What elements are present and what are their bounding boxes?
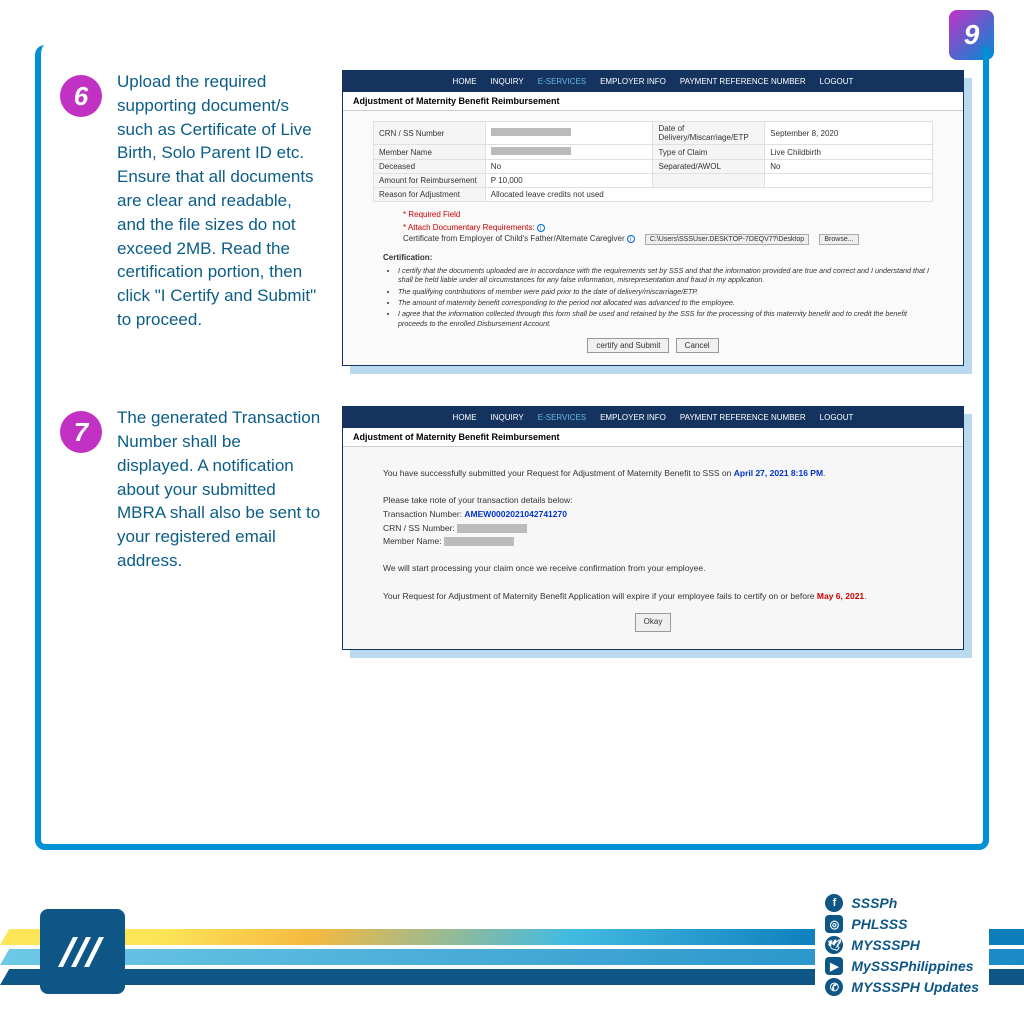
claim-info-table: CRN / SS Number Date of Delivery/Miscarr… xyxy=(373,121,933,202)
submit-datetime: April 27, 2021 8:16 PM xyxy=(734,468,823,478)
certification-list: I certify that the documents uploaded ar… xyxy=(398,266,933,328)
attach-row: Certificate from Employer of Child's Fat… xyxy=(403,234,933,245)
nav-prn[interactable]: PAYMENT REFERENCE NUMBER xyxy=(680,77,806,86)
expiry-date: May 6, 2021 xyxy=(817,591,864,601)
certify-submit-button[interactable]: certify and Submit xyxy=(587,338,669,353)
expiry-note: Your Request for Adjustment of Maternity… xyxy=(383,590,923,604)
social-twitter[interactable]: 🕊MYSSSPH xyxy=(825,936,979,954)
type-label: Type of Claim xyxy=(653,145,765,160)
separated-label: Separated/AWOL xyxy=(653,160,765,174)
step-7-badge: 7 xyxy=(60,411,102,453)
nav-home[interactable]: HOME xyxy=(453,413,477,422)
viber-icon: ✆ xyxy=(825,978,843,996)
step-6-text: Upload the required supporting document/… xyxy=(117,70,322,366)
info-icon[interactable]: i xyxy=(537,224,545,232)
okay-button[interactable]: Okay xyxy=(635,613,672,632)
instagram-icon: ◎ xyxy=(825,915,843,933)
social-facebook[interactable]: fSSSPh xyxy=(825,894,979,912)
name-value xyxy=(485,145,653,160)
cert-item: I certify that the documents uploaded ar… xyxy=(398,266,933,285)
nav-home[interactable]: HOME xyxy=(453,77,477,86)
redacted xyxy=(457,524,527,533)
step-6: 6 Upload the required supporting documen… xyxy=(60,70,964,366)
reason-value: Allocated leave credits not used xyxy=(485,188,932,202)
file-path-display: C:\Users\SSSUser.DESKTOP-7DEQV7?\Desktop xyxy=(645,234,809,245)
table-row: Deceased No Separated/AWOL No xyxy=(374,160,933,174)
sss-logo-icon xyxy=(53,922,113,982)
nav-bar: HOME INQUIRY E-SERVICES EMPLOYER INFO PA… xyxy=(343,71,963,92)
step-7: 7 The generated Transaction Number shall… xyxy=(60,406,964,650)
name-row: Member Name: xyxy=(383,535,923,549)
table-row: Member Name Type of Claim Live Childbirt… xyxy=(374,145,933,160)
button-row: certify and Submit Cancel xyxy=(373,338,933,353)
crn-value xyxy=(485,122,653,145)
amount-value: P 10,000 xyxy=(485,174,653,188)
footer: fSSSPh ◎PHLSSS 🕊MYSSSPH ▶MySSSPhilippine… xyxy=(0,859,1024,1024)
confirmation-body: You have successfully submitted your Req… xyxy=(343,447,963,649)
step-7-text: The generated Transaction Number shall b… xyxy=(117,406,322,650)
info-icon[interactable]: i xyxy=(627,235,635,243)
cert-item: The amount of maternity benefit correspo… xyxy=(398,298,933,307)
nav-eservices[interactable]: E-SERVICES xyxy=(538,77,586,86)
screenshot-step-6: HOME INQUIRY E-SERVICES EMPLOYER INFO PA… xyxy=(342,70,964,366)
nav-inquiry[interactable]: INQUIRY xyxy=(491,77,524,86)
table-row: Reason for Adjustment Allocated leave cr… xyxy=(374,188,933,202)
redacted xyxy=(444,537,514,546)
page-title: Adjustment of Maternity Benefit Reimburs… xyxy=(343,92,963,111)
youtube-icon: ▶ xyxy=(825,957,843,975)
cert-employer-label: Certificate from Employer of Child's Fat… xyxy=(403,234,625,243)
redacted xyxy=(491,147,571,155)
required-field-note: * Required Field xyxy=(403,210,933,219)
type-value: Live Childbirth xyxy=(765,145,933,160)
cert-item: I agree that the information collected t… xyxy=(398,309,933,328)
nav-inquiry[interactable]: INQUIRY xyxy=(491,413,524,422)
nav-bar: HOME INQUIRY E-SERVICES EMPLOYER INFO PA… xyxy=(343,407,963,428)
certification-header: Certification: xyxy=(383,253,933,262)
processing-note: We will start processing your claim once… xyxy=(383,562,923,576)
reason-label: Reason for Adjustment xyxy=(374,188,486,202)
nav-logout[interactable]: LOGOUT xyxy=(820,413,854,422)
screenshot-step-7: HOME INQUIRY E-SERVICES EMPLOYER INFO PA… xyxy=(342,406,964,650)
name-label: Member Name xyxy=(374,145,486,160)
nav-employer[interactable]: EMPLOYER INFO xyxy=(600,77,666,86)
social-links: fSSSPh ◎PHLSSS 🕊MYSSSPH ▶MySSSPhilippine… xyxy=(815,886,989,1004)
cert-item: The qualifying contributions of member w… xyxy=(398,287,933,296)
amount-label: Amount for Reimbursement xyxy=(374,174,486,188)
form-body: CRN / SS Number Date of Delivery/Miscarr… xyxy=(343,111,963,365)
nav-prn[interactable]: PAYMENT REFERENCE NUMBER xyxy=(680,413,806,422)
attach-label: * Attach Documentary Requirements:i xyxy=(403,223,933,232)
deceased-value: No xyxy=(485,160,653,174)
facebook-icon: f xyxy=(825,894,843,912)
date-value: September 8, 2020 xyxy=(765,122,933,145)
social-instagram[interactable]: ◎PHLSSS xyxy=(825,915,979,933)
transaction-number: AMEW0002021042741270 xyxy=(464,509,567,519)
social-youtube[interactable]: ▶MySSSPhilippines xyxy=(825,957,979,975)
step-6-badge: 6 xyxy=(60,75,102,117)
browse-button[interactable]: Browse... xyxy=(819,234,858,245)
success-message: You have successfully submitted your Req… xyxy=(383,467,923,481)
twitter-icon: 🕊 xyxy=(825,936,843,954)
page-title: Adjustment of Maternity Benefit Reimburs… xyxy=(343,428,963,447)
button-row: Okay xyxy=(383,613,923,632)
social-viber[interactable]: ✆MYSSSPH Updates xyxy=(825,978,979,996)
redacted xyxy=(491,128,571,136)
nav-employer[interactable]: EMPLOYER INFO xyxy=(600,413,666,422)
nav-eservices[interactable]: E-SERVICES xyxy=(538,413,586,422)
crn-row: CRN / SS Number: xyxy=(383,522,923,536)
content-area: 6 Upload the required supporting documen… xyxy=(60,70,964,820)
table-row: Amount for Reimbursement P 10,000 xyxy=(374,174,933,188)
deceased-label: Deceased xyxy=(374,160,486,174)
transaction-number-row: Transaction Number: AMEW0002021042741270 xyxy=(383,508,923,522)
nav-logout[interactable]: LOGOUT xyxy=(820,77,854,86)
sss-logo xyxy=(40,909,125,994)
table-row: CRN / SS Number Date of Delivery/Miscarr… xyxy=(374,122,933,145)
date-label: Date of Delivery/Miscarriage/ETP xyxy=(653,122,765,145)
details-intro: Please take note of your transaction det… xyxy=(383,494,923,508)
crn-label: CRN / SS Number xyxy=(374,122,486,145)
cancel-button[interactable]: Cancel xyxy=(676,338,719,353)
separated-value: No xyxy=(765,160,933,174)
